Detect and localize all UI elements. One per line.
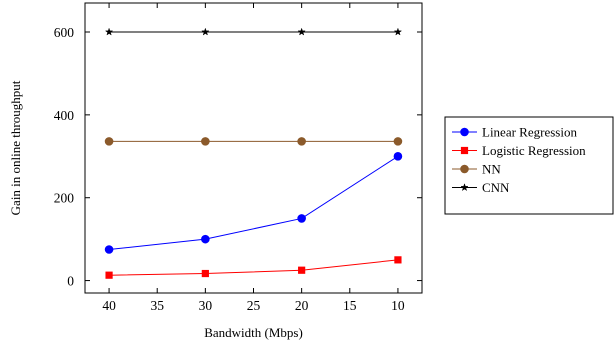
data-point	[105, 271, 113, 279]
data-point	[104, 27, 114, 36]
series-line	[109, 155, 399, 250]
series-logistic-regression	[105, 256, 402, 279]
legend-item: Logistic Regression	[452, 143, 586, 158]
data-point	[201, 137, 210, 146]
data-point	[298, 266, 306, 274]
x-tick-label: 25	[247, 298, 261, 313]
data-point	[393, 151, 403, 161]
data-point	[393, 137, 403, 146]
y-tick-label: 200	[54, 191, 75, 206]
legend-label: Logistic Regression	[482, 143, 586, 158]
x-tick-label: 15	[343, 298, 357, 313]
legend-marker	[460, 146, 469, 155]
series-line	[109, 259, 398, 276]
data-point	[104, 245, 114, 254]
y-tick-label: 0	[67, 274, 74, 289]
legend-item: Linear Regression	[452, 125, 577, 140]
data-point	[297, 214, 306, 223]
data-point	[297, 27, 306, 36]
x-tick-label: 10	[391, 298, 405, 313]
legend-marker	[460, 183, 469, 192]
series-cnn	[104, 27, 403, 36]
legend-box	[444, 116, 614, 215]
legend-label: CNN	[482, 180, 510, 195]
axis-ticks: 40 35 30 25 20 15 10 0 200 400 600	[54, 3, 422, 313]
x-tick-label: 20	[295, 298, 309, 313]
legend: Linear Regression Logistic Regression NN CN…	[444, 116, 614, 215]
legend-marker	[460, 127, 469, 137]
x-axis-title: Bandwidth (Mbps)	[204, 325, 303, 340]
x-tick-label: 35	[150, 298, 164, 313]
plot-frame	[84, 2, 423, 294]
data-point	[394, 256, 402, 264]
data-point	[201, 234, 210, 244]
data-point	[393, 27, 403, 36]
data-point	[201, 27, 210, 36]
legend-marker	[460, 164, 469, 174]
legend-label: Linear Regression	[482, 125, 577, 140]
x-tick-label: 30	[199, 298, 213, 313]
legend-label: NN	[482, 162, 501, 177]
data-point	[297, 137, 306, 146]
data-point	[104, 137, 114, 146]
legend-item: NN	[452, 162, 501, 177]
x-tick-label: 40	[102, 298, 116, 313]
y-tick-label: 600	[54, 25, 75, 40]
series-layer	[104, 27, 403, 279]
series-nn	[104, 137, 403, 146]
y-tick-label: 400	[54, 108, 75, 123]
legend-item: CNN	[452, 180, 510, 195]
series-linear-regression	[104, 151, 403, 254]
y-axis-title: Gain in online throughput	[8, 80, 23, 215]
data-point	[201, 269, 209, 278]
